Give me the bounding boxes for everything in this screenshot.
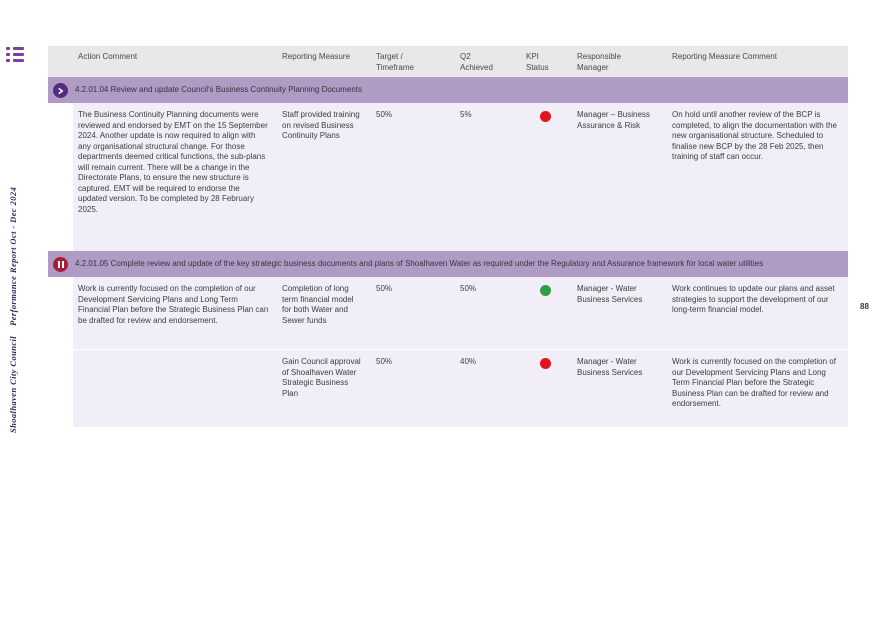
list-icon-line — [13, 47, 24, 50]
cell-reporting-measure: Gain Council approval of Shoalhaven Wate… — [282, 357, 361, 398]
kpi-status-green-icon — [540, 285, 551, 297]
column-header-responsible-manager: Responsible Manager — [577, 52, 622, 72]
chevron-right-icon — [58, 87, 64, 94]
pause-icon — [57, 261, 64, 269]
cell-kpi-status — [521, 103, 572, 251]
cell-kpi-status — [521, 350, 572, 427]
section-header-4-2-01-05: 4.2.01.05 Complete review and update of … — [48, 251, 848, 278]
performance-table: Action Comment Reporting Measure Target … — [48, 46, 848, 428]
cell-q2-achieved: 5% — [460, 110, 472, 120]
column-header-reporting-measure: Reporting Measure — [282, 52, 351, 61]
section-title: 4.2.01.05 Complete review and update of … — [75, 259, 764, 269]
column-header-reporting-measure-comment: Reporting Measure Comment — [672, 52, 777, 61]
table-row: The Business Continuity Planning documen… — [73, 103, 848, 252]
section-header-4-2-01-04: 4.2.01.04 Review and update Council's Bu… — [48, 77, 848, 104]
cell-responsible-manager: Manager – Business Assurance & Risk — [577, 110, 650, 130]
list-icon[interactable] — [6, 47, 25, 64]
cell-target-timeframe: 50% — [376, 110, 393, 120]
list-icon-line — [13, 53, 24, 56]
cell-reporting-measure: Completion of long term financial model … — [282, 284, 354, 325]
cell-responsible-manager: Manager - Water Business Services — [577, 357, 643, 377]
header-icon-spacer — [48, 46, 73, 77]
report-sidebar-title: Shoalhaven City Council Performance Repo… — [8, 186, 18, 433]
cell-reporting-measure-comment: Work continues to update our plans and a… — [672, 284, 835, 315]
cell-kpi-status — [521, 277, 572, 349]
column-header-target-timeframe: Target / Timeframe — [376, 52, 414, 72]
list-icon-dot — [6, 53, 10, 56]
cell-q2-achieved: 50% — [460, 284, 477, 294]
list-icon-line — [13, 59, 24, 62]
column-header-action-comment: Action Comment — [78, 52, 138, 61]
page-number: 88 — [860, 302, 869, 311]
table-header-row: Action Comment Reporting Measure Target … — [48, 46, 848, 78]
column-header-q2-achieved: Q2 Achieved — [460, 52, 493, 72]
cell-action-comment: Work is currently focused on the complet… — [78, 284, 269, 325]
kpi-status-red-icon — [540, 111, 551, 123]
cell-target-timeframe: 50% — [376, 357, 393, 367]
cell-q2-achieved: 40% — [460, 357, 477, 367]
cell-target-timeframe: 50% — [376, 284, 393, 294]
list-icon-dot — [6, 59, 10, 62]
list-icon-dot — [6, 47, 10, 50]
cell-reporting-measure: Staff provided training on revised Busin… — [282, 110, 360, 141]
pause-circle-icon — [53, 257, 68, 273]
arrow-right-circle-icon — [53, 83, 68, 99]
cell-action-comment — [73, 350, 277, 427]
cell-reporting-measure-comment: On hold until another review of the BCP … — [672, 110, 837, 162]
section-title: 4.2.01.04 Review and update Council's Bu… — [75, 85, 363, 95]
table-row: Gain Council approval of Shoalhaven Wate… — [73, 349, 848, 428]
table-row: Work is currently focused on the complet… — [73, 277, 848, 350]
cell-responsible-manager: Manager - Water Business Services — [577, 284, 643, 304]
cell-action-comment: The Business Continuity Planning documen… — [78, 110, 268, 215]
cell-reporting-measure-comment: Work is currently focused on the complet… — [672, 357, 836, 409]
column-header-kpi-status: KPI Status — [526, 52, 549, 72]
kpi-status-red-icon — [540, 358, 551, 370]
